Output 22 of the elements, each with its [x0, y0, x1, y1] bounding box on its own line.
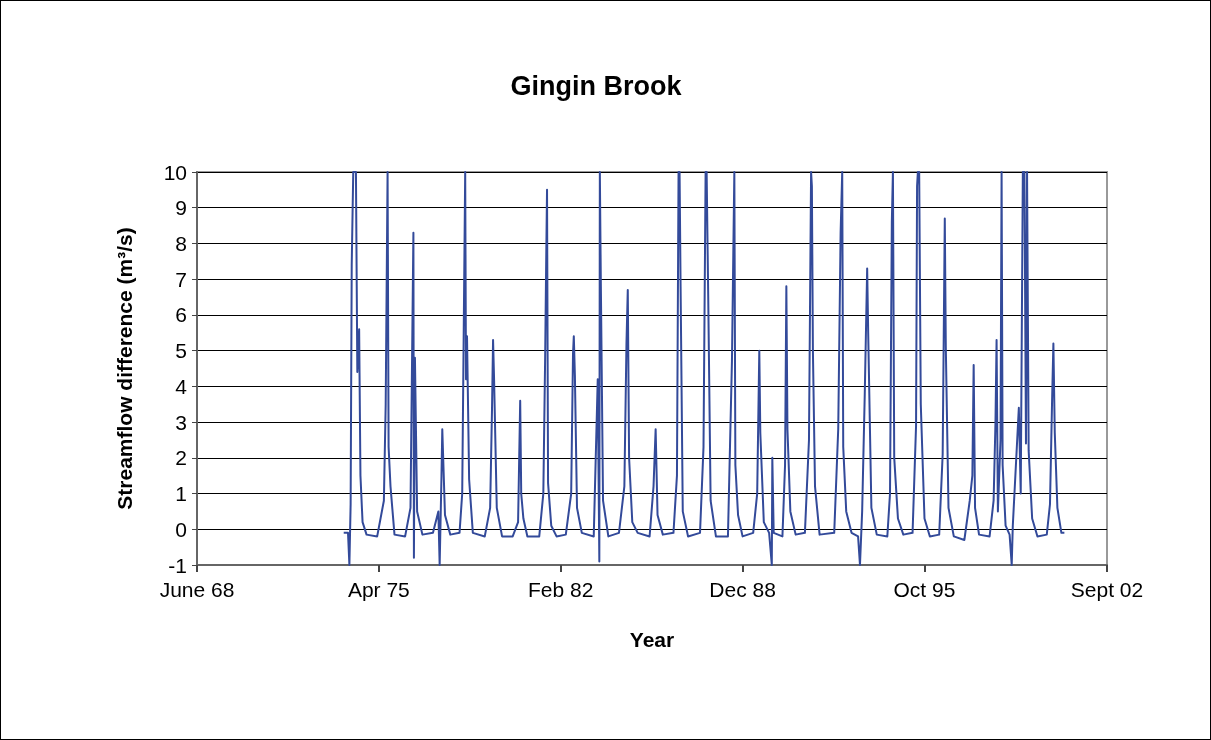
- y-tick-label: 10: [163, 160, 187, 184]
- y-tick-label: 1: [175, 482, 187, 506]
- y-tick-label: 5: [175, 339, 187, 363]
- y-tick-label: 3: [175, 410, 187, 434]
- x-tick-label: Sept 02: [1070, 578, 1144, 601]
- x-tick-label: Apr 75: [347, 578, 410, 601]
- y-tick-label: 0: [175, 517, 187, 541]
- y-tick-label: 6: [175, 303, 187, 327]
- chart-title: Gingin Brook: [510, 70, 683, 101]
- x-tick-label: June 68: [159, 578, 235, 601]
- x-tick-label: Dec 88: [709, 578, 776, 601]
- x-axis-title: Year: [629, 628, 675, 651]
- x-tick-label: Oct 95: [893, 578, 956, 601]
- y-axis-title: Streamflow difference (m³/s): [113, 227, 136, 510]
- x-tick-label: Feb 82: [528, 578, 594, 601]
- y-tick-label: 2: [175, 446, 187, 470]
- y-tick-label: 9: [175, 196, 187, 220]
- line-series: [342, 171, 1066, 566]
- y-tick-label: 8: [175, 231, 187, 255]
- y-tick-label: 7: [175, 267, 187, 291]
- y-tick-label: -1: [168, 553, 187, 577]
- y-tick-label: 4: [175, 374, 188, 398]
